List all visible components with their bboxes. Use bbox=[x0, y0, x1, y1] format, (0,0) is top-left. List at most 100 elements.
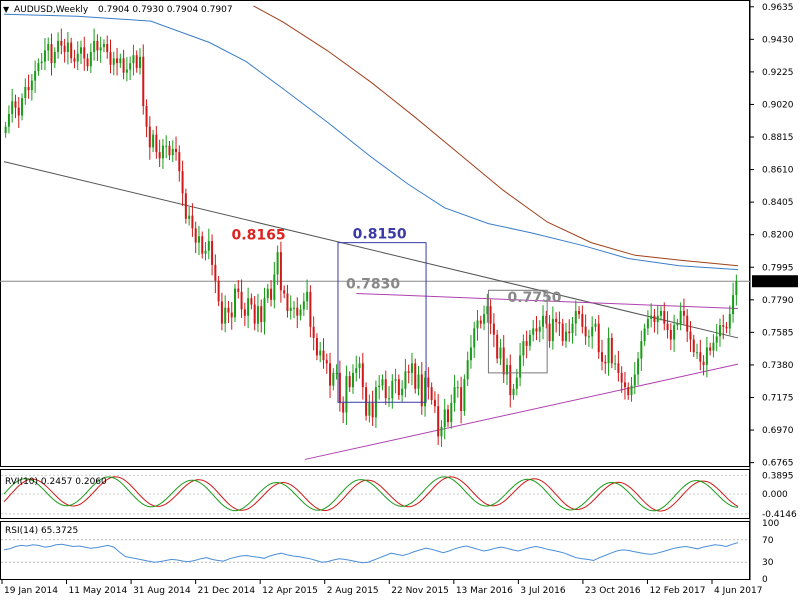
candle bbox=[309, 285, 312, 338]
candle bbox=[666, 311, 669, 339]
candle-body bbox=[335, 372, 338, 374]
long-trendline bbox=[3, 161, 739, 339]
candle bbox=[384, 370, 387, 405]
candle-body bbox=[158, 152, 161, 159]
candle bbox=[188, 207, 191, 226]
candle-body bbox=[37, 63, 40, 72]
candle-body bbox=[329, 363, 332, 386]
candle bbox=[620, 366, 623, 393]
candle-body bbox=[89, 52, 92, 67]
candle-body bbox=[315, 337, 318, 356]
candle bbox=[96, 34, 99, 61]
current-price-label: 0.7907 bbox=[762, 277, 794, 287]
candle bbox=[374, 380, 377, 428]
candle-body bbox=[623, 382, 626, 388]
candle-body bbox=[401, 388, 404, 396]
chart-menu-icon[interactable]: ▼ bbox=[3, 5, 10, 14]
candle bbox=[728, 305, 731, 336]
candle-body bbox=[515, 377, 518, 389]
candle-body bbox=[453, 387, 456, 404]
candle-body bbox=[21, 98, 24, 116]
candle bbox=[515, 369, 518, 396]
candle-body bbox=[594, 323, 597, 327]
candle bbox=[80, 40, 83, 65]
candle bbox=[542, 305, 545, 340]
candle-body bbox=[699, 352, 702, 362]
candle-body bbox=[499, 347, 502, 359]
candle-body bbox=[332, 372, 335, 386]
candle-body bbox=[689, 331, 692, 340]
candle-body bbox=[217, 280, 220, 302]
candle bbox=[545, 310, 548, 329]
candle-body bbox=[630, 385, 633, 396]
candle bbox=[463, 374, 466, 416]
y-tick-label: 0.9225 bbox=[762, 68, 794, 78]
candle-body bbox=[273, 274, 276, 300]
x-tick-label: 12 Apr 2015 bbox=[262, 586, 318, 596]
x-tick-label: 2 Aug 2015 bbox=[327, 586, 379, 596]
candle bbox=[145, 99, 148, 138]
candle bbox=[11, 88, 14, 123]
candle-body bbox=[168, 145, 171, 156]
candle-body bbox=[466, 360, 469, 380]
candle-body bbox=[627, 387, 630, 396]
candle-body bbox=[102, 44, 105, 48]
candle bbox=[424, 370, 427, 417]
candle bbox=[722, 314, 725, 340]
candle-body bbox=[715, 336, 718, 343]
candle-body bbox=[633, 374, 636, 386]
candle-body bbox=[407, 371, 410, 373]
candle bbox=[430, 382, 433, 405]
candle-body bbox=[292, 307, 295, 309]
candle-body bbox=[696, 352, 699, 354]
candle bbox=[361, 352, 364, 400]
current-price-tag bbox=[752, 275, 798, 288]
candle bbox=[43, 38, 46, 71]
rsi-tick-label: 0 bbox=[762, 575, 768, 585]
candle-body bbox=[722, 325, 725, 327]
candle-body bbox=[204, 250, 207, 254]
candle-body bbox=[692, 339, 695, 353]
candle bbox=[47, 37, 50, 61]
candle-body bbox=[312, 326, 315, 338]
candle-body bbox=[417, 374, 420, 389]
candle-body bbox=[250, 298, 253, 305]
rvi-tick-label: 0.000 bbox=[762, 490, 788, 500]
candle-body bbox=[732, 295, 735, 315]
rvi-tick-label: -0.4146 bbox=[762, 510, 797, 520]
candle bbox=[473, 321, 476, 358]
candle-body bbox=[394, 379, 397, 381]
candle bbox=[240, 279, 243, 318]
candle bbox=[355, 355, 358, 382]
x-tick-label: 3 Jul 2016 bbox=[520, 586, 565, 596]
x-tick-label: 13 Mar 2016 bbox=[456, 586, 513, 596]
candle-body bbox=[368, 403, 371, 416]
candle bbox=[581, 305, 584, 334]
candle-body bbox=[296, 307, 299, 316]
candle-body bbox=[7, 113, 10, 127]
candle-body bbox=[424, 377, 427, 407]
candle bbox=[40, 52, 43, 70]
candle bbox=[479, 315, 482, 329]
candle-body bbox=[361, 363, 364, 388]
candle bbox=[617, 350, 620, 382]
candle bbox=[214, 254, 217, 294]
candle bbox=[319, 342, 322, 363]
candle bbox=[525, 330, 528, 359]
candle-body bbox=[125, 69, 128, 73]
rvi-tick-label: 0.3895 bbox=[762, 471, 794, 481]
candle-body bbox=[214, 264, 217, 281]
candle bbox=[450, 394, 453, 429]
candle bbox=[106, 35, 109, 59]
x-tick-label: 22 Nov 2015 bbox=[391, 586, 449, 596]
candle-body bbox=[355, 368, 358, 373]
candle bbox=[476, 309, 479, 341]
rsi-tick-label: 30 bbox=[762, 558, 774, 568]
candle-body bbox=[591, 326, 594, 337]
candle bbox=[129, 56, 132, 80]
rsi-panel-frame bbox=[0, 521, 750, 580]
candle-body bbox=[551, 318, 554, 342]
candle-body bbox=[410, 363, 413, 373]
candle-body bbox=[561, 323, 564, 342]
